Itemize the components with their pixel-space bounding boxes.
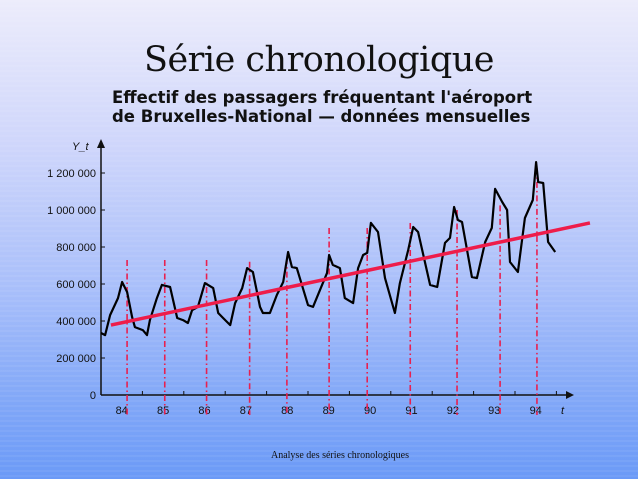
y-axis-label: Y_t — [72, 141, 89, 153]
slide-footer: Analyse des séries chronologiques — [270, 450, 410, 461]
y-tick-label: 600 000 — [56, 279, 96, 291]
x-axis-label: t — [561, 405, 565, 417]
chart-subtitle-line-2: de Bruxelles-National — données mensuell… — [112, 107, 531, 126]
y-tick-label: 800 000 — [56, 242, 96, 254]
x-tick-label: 91 — [405, 405, 417, 417]
y-tick-label: 400 000 — [56, 316, 96, 328]
x-tick-label: 94 — [530, 405, 542, 417]
x-tick-label: 93 — [488, 405, 500, 417]
y-tick-label: 200 000 — [56, 353, 96, 365]
slide-title: Série chronologique — [143, 40, 495, 80]
passenger-series-line — [100, 161, 557, 337]
chart-subtitle-line-1: Effectif des passagers fréquentant l'aér… — [112, 88, 533, 107]
x-tick-label: 84 — [116, 405, 128, 417]
x-tick-label: 92 — [447, 405, 459, 417]
y-tick-label: 0 — [90, 390, 96, 402]
trend-line — [110, 221, 591, 327]
x-tick-label: 89 — [323, 405, 335, 417]
x-tick-label: 85 — [157, 405, 169, 417]
y-tick-label: 1 000 000 — [47, 205, 96, 217]
y-tick-label: 1 200 000 — [47, 168, 96, 180]
y-axis-arrow — [97, 139, 105, 148]
x-tick-label: 90 — [364, 405, 376, 417]
x-tick-label: 86 — [198, 405, 210, 417]
x-axis-arrow — [566, 391, 574, 399]
